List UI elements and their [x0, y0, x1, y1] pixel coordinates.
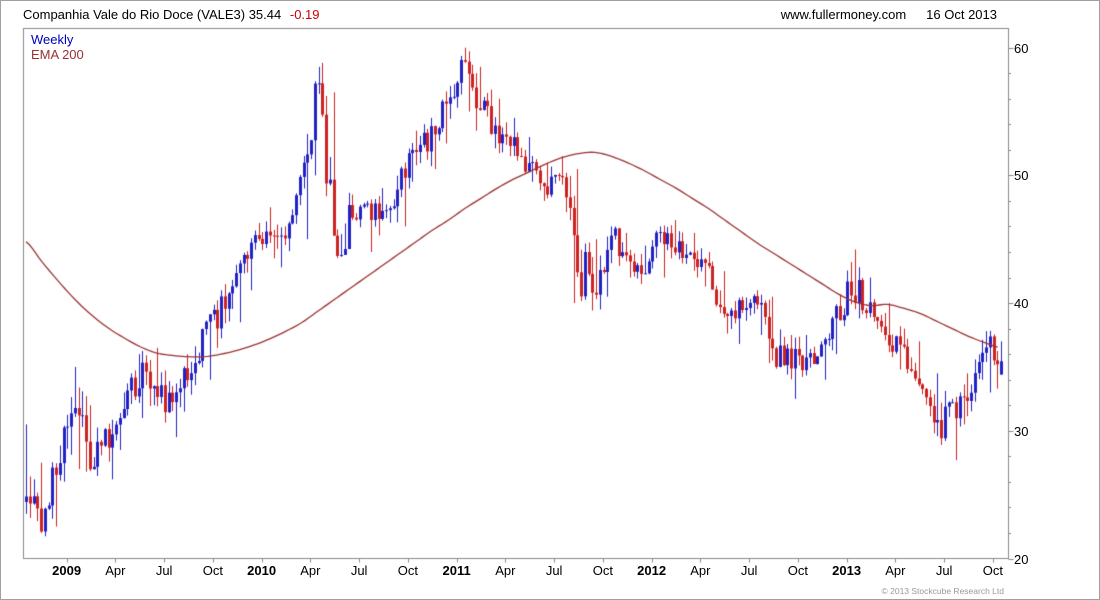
site-text: www.fullermoney.com — [780, 7, 907, 22]
price-change: -0.19 — [289, 7, 320, 22]
legend-interval: Weekly — [31, 32, 74, 47]
chart-title: Companhia Vale do Rio Doce (VALE3) 35.44… — [23, 7, 320, 22]
instrument-and-price: Companhia Vale do Rio Doce (VALE3) 35.44 — [23, 7, 282, 22]
copyright-notice: © 2013 Stockcube Research Ltd — [881, 586, 1004, 596]
legend-ema: EMA 200 — [31, 47, 84, 62]
chart-date: 16 Oct 2013 — [926, 7, 997, 22]
header-right: www.fullermoney.com 16 Oct 2013 — [781, 7, 997, 22]
chart-legend: Weekly EMA 200 — [31, 32, 84, 62]
